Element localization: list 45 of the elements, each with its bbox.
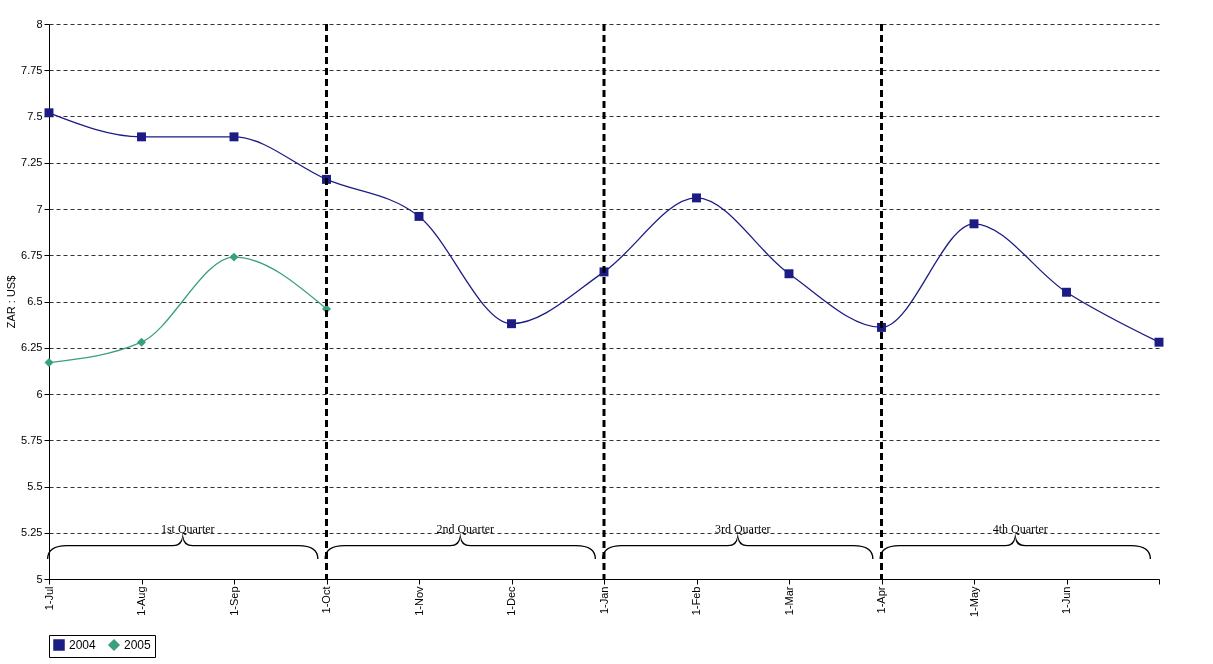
point (137, 337, 146, 347)
y-tick-label: 8 (36, 17, 43, 30)
x-tick-label: 1-May (967, 586, 980, 618)
x-tick-label: 1-Sep (227, 586, 240, 616)
point (784, 269, 794, 279)
x-tick-label: 1-Jan (597, 586, 610, 615)
point (44, 358, 54, 368)
x-tick-label: 1-Dec (505, 586, 517, 616)
point (229, 132, 239, 142)
point (414, 211, 424, 221)
y-tick-label: 7.75 (21, 63, 43, 76)
annotation: 4th Quarter (992, 522, 1048, 536)
x-tick-label: 1-Jun (1060, 586, 1072, 615)
legend-label: 2005 (124, 638, 152, 652)
y-tick-label: 7 (36, 202, 43, 215)
y-tick-label: 7.5 (27, 110, 43, 122)
y-tick-label: 5 (36, 572, 43, 585)
x-tick-label: 1-Apr (875, 586, 887, 614)
annotation: 3rd Quarter (714, 522, 771, 536)
annotation: 2nd Quarter (436, 522, 495, 536)
x-tick-label: 1-Feb (690, 586, 702, 616)
point (969, 219, 979, 229)
point (137, 132, 146, 142)
y-tick-label: 5.25 (21, 526, 43, 539)
point (44, 108, 54, 118)
point (507, 319, 516, 329)
y-tick-label: 6 (36, 387, 43, 400)
point (229, 252, 239, 262)
y-tick-label: 6.75 (21, 248, 43, 261)
x-tick-label: 1-Oct (320, 586, 332, 614)
y-tick-label: 5.5 (27, 480, 43, 492)
y-tick-label: 7.25 (21, 156, 43, 169)
point (1154, 337, 1164, 347)
annotation: 1st Quarter (160, 522, 215, 536)
x-tick-label: 1-Nov (412, 586, 425, 616)
x-tick-label: 1-Jul (42, 586, 55, 611)
x-tick-label: 1-Mar (782, 586, 795, 616)
legend-label: 2004 (69, 638, 97, 652)
x-tick-label: 1-Aug (135, 586, 147, 616)
y-tick-label: 6.5 (27, 295, 43, 307)
y-axis-title: ZAR : US$ (5, 275, 18, 329)
y-tick-label: 5.75 (21, 433, 43, 446)
point (1062, 287, 1071, 297)
point (692, 193, 701, 203)
y-tick-label: 6.25 (21, 341, 43, 354)
